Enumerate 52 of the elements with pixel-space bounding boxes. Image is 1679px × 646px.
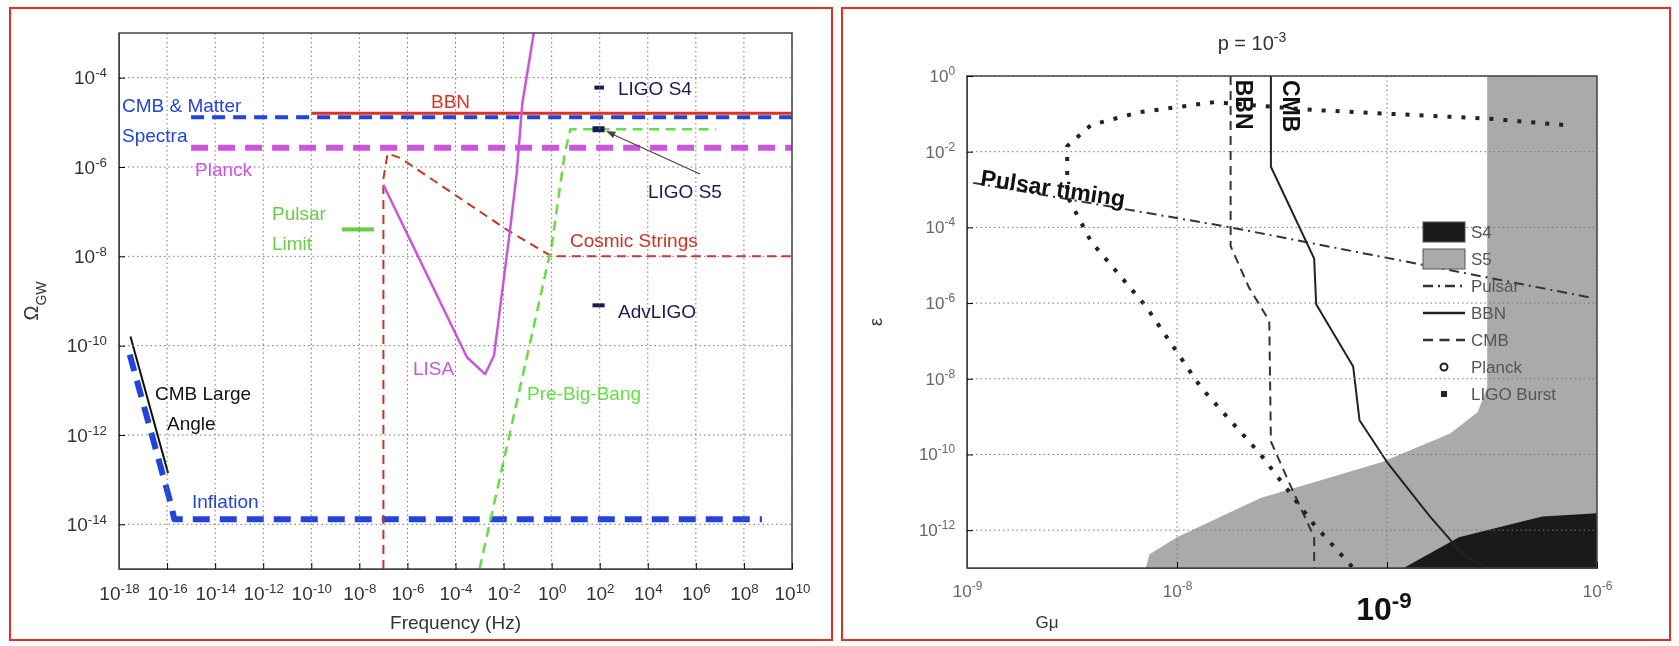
x-tick-label: 10$^{4}$: [634, 580, 663, 604]
y-axis-title: ε: [866, 317, 886, 327]
x-tick-label: 10$^{-2}$: [487, 580, 521, 604]
x-tick-label: 10$^{-12}$: [243, 580, 284, 604]
y-tick-label: 10$^{-14}$: [66, 511, 107, 535]
y-tick-label: 10$^{-6}$: [74, 154, 107, 178]
series-label: LIGO S4: [618, 78, 693, 99]
text: LIGO S5: [648, 181, 722, 202]
annotation: CMB: [1278, 80, 1304, 133]
x-tick-label: 10$^{-14}$: [195, 580, 236, 604]
y-tick-label: 10$^{-2}$: [925, 139, 956, 162]
y-tick-label: 10$^{-8}$: [925, 366, 956, 389]
y-tick-label: 10$^{-12}$: [918, 518, 956, 541]
x-tick-label: 10$^{2}$: [585, 580, 615, 604]
x-tick-label: 10$^{-6}$: [391, 580, 425, 604]
annotation: BBN: [1230, 79, 1257, 130]
x-axis-title: Frequency (Hz): [390, 612, 521, 633]
x-tick-label: 10$^{6}$: [682, 580, 711, 604]
chart-title: p = 10$^{-3}$: [1217, 29, 1287, 54]
y-tick-label: 10$^{-4}$: [925, 215, 956, 238]
y-tick-label: 10$^{-12}$: [66, 422, 107, 446]
x-tick-label: 10$^{-8}$: [343, 580, 377, 604]
series-label: Cosmic Strings: [570, 230, 698, 251]
series-label: Pulsar Limit: [272, 203, 327, 254]
series-label: CMB & Matter Spectra: [122, 95, 242, 146]
series-label: CMB Large Angle: [155, 383, 252, 434]
series-label: Pre-Big-Bang: [527, 383, 642, 404]
x-tick-label: 10$^{-9}$: [952, 579, 983, 601]
x-tick-label: 10$^{0}$: [537, 580, 567, 604]
x-tick-label: 10$^{-16}$: [147, 580, 188, 604]
annotation: Pulsar timing: [979, 164, 1127, 212]
series-label: Inflation: [192, 491, 259, 512]
y-tick-label: 10$^{-4}$: [74, 64, 107, 89]
x-tick-label: 10$^{-10}$: [291, 580, 332, 604]
y-tick-label: 10$^{-6}$: [925, 291, 956, 314]
x-tick-label: 10$^{8}$: [730, 580, 759, 604]
x-tick-label: 10$^{-8}$: [1162, 579, 1193, 601]
series-label: Planck: [195, 159, 253, 180]
y-tick-label: 10$^{-10}$: [918, 442, 956, 465]
y-tick-label: 10$^{-8}$: [74, 243, 107, 267]
legend-label: S4: [1471, 223, 1492, 242]
series-label: LISA: [413, 358, 455, 379]
x-tick-label: 10$^{-4}$: [439, 580, 473, 604]
x-axis-title: Gμ: [1035, 613, 1059, 632]
y-tick-label: 10$^{-10}$: [66, 332, 107, 357]
x-tick-label: 10$^{-6}$: [1582, 579, 1613, 601]
series-label: AdvLIGO: [618, 301, 697, 322]
y-tick-label: 10$^{0}$: [929, 63, 956, 86]
x-tick-label: 10$^{10}$: [774, 580, 811, 604]
x-tick-label: 10$^{-18}$: [99, 580, 140, 604]
legend-label: S5: [1471, 250, 1492, 269]
series-label: BBN: [431, 91, 471, 112]
